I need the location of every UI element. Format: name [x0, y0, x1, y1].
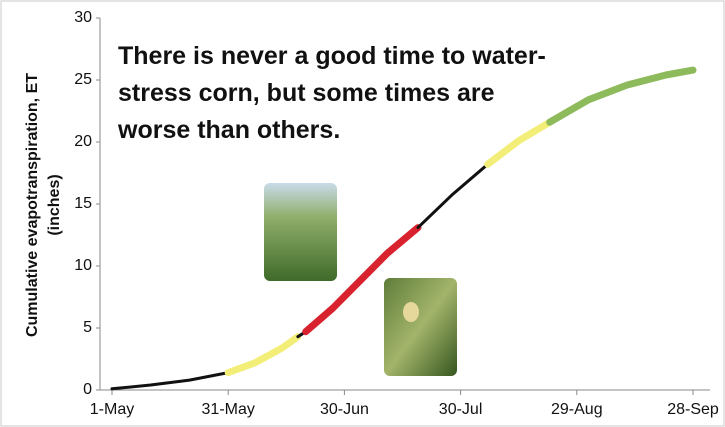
photo-corn-silk — [384, 278, 457, 376]
annotation: worse than others. — [117, 116, 340, 144]
x-tick-label: 30-Jun — [320, 401, 369, 418]
y-tick-label: 15 — [74, 195, 92, 212]
chart: There is never a good time to water- str… — [0, 0, 725, 427]
x-tick-label: 31-May — [202, 401, 255, 418]
annotation: There is never a good time to water- — [118, 42, 546, 70]
y-tick-label: 20 — [74, 133, 92, 150]
et-curve-segment — [228, 337, 298, 373]
y-axis-label: Cumulative evapotranspiration, ET — [24, 73, 41, 337]
y-tick-label: 30 — [74, 9, 92, 26]
et-curve-segment — [418, 164, 488, 227]
annotation: stress corn, but some times are — [118, 79, 495, 107]
y-tick-label: 10 — [74, 257, 92, 274]
et-curve-segment — [112, 373, 228, 389]
y-axis-label: (inches) — [46, 174, 63, 235]
x-tick-label: 1-May — [90, 401, 134, 418]
y-tick-label: 25 — [74, 71, 92, 88]
page: {"chart_data": { "type": "line", "annota… — [0, 0, 725, 427]
y-tick-label: 0 — [83, 381, 92, 398]
photo-corn-tassel — [264, 183, 337, 281]
photo-detail — [403, 302, 419, 322]
x-tick-label: 30-Jul — [439, 401, 483, 418]
et-curve-segment — [488, 122, 550, 164]
x-tick-label: 29-Aug — [551, 401, 603, 418]
et-curve-segment — [550, 70, 693, 122]
y-tick-label: 5 — [83, 319, 92, 336]
x-tick-label: 28-Sep — [667, 401, 719, 418]
